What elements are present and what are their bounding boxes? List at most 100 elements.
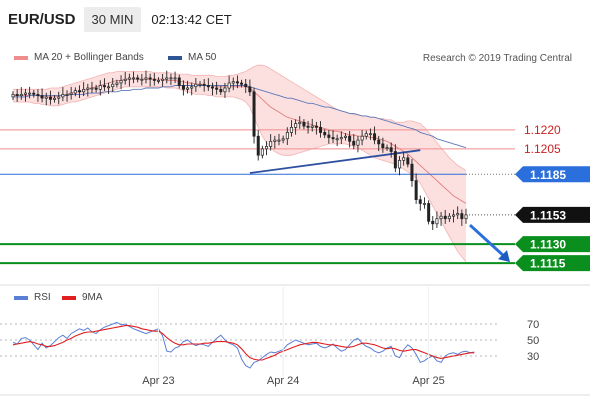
rsi-line bbox=[12, 321, 475, 369]
candle-body bbox=[82, 88, 86, 93]
candle-body bbox=[281, 138, 285, 141]
candle-body bbox=[294, 123, 298, 128]
legend-9ma: 9MA bbox=[62, 292, 103, 303]
candle-body bbox=[422, 203, 426, 205]
level-tag-1.1115 bbox=[515, 255, 590, 272]
candle-body bbox=[136, 77, 140, 80]
candle-body bbox=[414, 180, 418, 200]
candle-body bbox=[65, 94, 69, 96]
candle-body bbox=[443, 215, 447, 220]
candle-body bbox=[352, 140, 356, 146]
candle-body bbox=[285, 132, 289, 140]
x-tick-label: Apr 25 bbox=[412, 375, 444, 387]
candle-body bbox=[302, 121, 306, 127]
legend-rsi: RSI bbox=[14, 292, 51, 303]
rsi-level-label-50: 50 bbox=[527, 335, 539, 347]
timeframe-selector[interactable]: 30 MIN bbox=[83, 6, 142, 32]
candle-body bbox=[123, 78, 127, 81]
candle-body bbox=[348, 135, 352, 142]
candle-body bbox=[385, 147, 389, 150]
candle-body bbox=[156, 80, 160, 82]
candle-body bbox=[36, 94, 40, 97]
candle-body bbox=[360, 135, 364, 141]
rsi-swatch bbox=[14, 295, 28, 300]
candle-body bbox=[327, 134, 331, 138]
candle-body bbox=[260, 148, 264, 156]
candle-body bbox=[23, 92, 27, 95]
candle-body bbox=[173, 77, 177, 80]
candle-body bbox=[223, 87, 227, 93]
level-tag-1.1185 bbox=[515, 166, 590, 183]
candle-body bbox=[119, 80, 123, 84]
rsi-level-label-70: 70 bbox=[527, 319, 539, 331]
level-label-1.1130: 1.1130 bbox=[530, 238, 566, 252]
candle-body bbox=[140, 78, 144, 81]
candle-body bbox=[368, 133, 372, 136]
candle-body bbox=[210, 86, 214, 89]
level-label-1.1205: 1.1205 bbox=[524, 142, 561, 156]
candle-body bbox=[186, 87, 190, 90]
candle-body bbox=[44, 96, 48, 99]
server-clock: 02:13:42 CET bbox=[151, 11, 232, 27]
level-tag-1.1130 bbox=[515, 236, 590, 253]
candle-body bbox=[48, 96, 52, 100]
candle-body bbox=[343, 135, 347, 138]
level-tag-1.1153 bbox=[515, 206, 590, 223]
candle-body bbox=[269, 140, 273, 147]
source-credit: Research © 2019 Trading Central bbox=[422, 53, 572, 64]
candle-body bbox=[144, 77, 148, 80]
candle-body bbox=[402, 157, 406, 161]
candle-body bbox=[169, 77, 173, 80]
candle-body bbox=[310, 125, 314, 128]
candle-body bbox=[427, 203, 431, 222]
ma50-label: MA 50 bbox=[188, 52, 217, 63]
candle-body bbox=[90, 87, 94, 90]
candle-body bbox=[94, 87, 98, 90]
candle-body bbox=[19, 94, 23, 97]
candle-body bbox=[240, 82, 244, 85]
candle-body bbox=[252, 91, 256, 137]
level-label-1.1185: 1.1185 bbox=[530, 168, 566, 182]
candle-body bbox=[265, 146, 269, 150]
x-tick-label: Apr 24 bbox=[267, 375, 299, 387]
candle-body bbox=[69, 92, 73, 95]
candle-body bbox=[447, 215, 451, 220]
candle-body bbox=[152, 78, 156, 81]
candle-body bbox=[377, 139, 381, 145]
support-trendline bbox=[249, 149, 421, 174]
candle-body bbox=[381, 143, 385, 149]
candle-body bbox=[323, 132, 327, 136]
candle-body bbox=[356, 139, 360, 146]
candle-body bbox=[127, 77, 131, 80]
candle-body bbox=[28, 92, 32, 95]
forecast-arrow-shaft bbox=[468, 223, 506, 258]
legend-bollinger: MA 20 + Bollinger Bands bbox=[14, 52, 144, 63]
candle-body bbox=[190, 86, 194, 89]
rsi-label: RSI bbox=[34, 292, 51, 303]
candle-body bbox=[339, 137, 343, 140]
candle-body bbox=[111, 83, 115, 88]
bollinger-swatch bbox=[14, 55, 28, 60]
candle-body bbox=[389, 147, 393, 152]
candle-body bbox=[73, 90, 77, 94]
level-label-1.1220: 1.1220 bbox=[524, 123, 561, 137]
candle-body bbox=[102, 85, 106, 88]
candle-body bbox=[464, 214, 468, 220]
candle-body bbox=[373, 133, 377, 141]
candle-body bbox=[231, 81, 235, 84]
bollinger-lower-line bbox=[13, 86, 467, 263]
candle-body bbox=[15, 94, 19, 97]
candle-body bbox=[115, 82, 119, 85]
candle-body bbox=[364, 133, 368, 137]
level-label-1.1153: 1.1153 bbox=[530, 208, 566, 222]
candle-body bbox=[165, 77, 169, 80]
rsi-ma-swatch bbox=[62, 295, 76, 300]
candle-body bbox=[219, 88, 223, 93]
candle-body bbox=[298, 121, 302, 124]
candle-body bbox=[306, 125, 310, 128]
candle-body bbox=[289, 127, 293, 133]
candle-body bbox=[319, 127, 323, 133]
instrument-header: EUR/USD 30 MIN 02:13:42 CET bbox=[6, 6, 232, 32]
bollinger-label: MA 20 + Bollinger Bands bbox=[34, 52, 144, 63]
